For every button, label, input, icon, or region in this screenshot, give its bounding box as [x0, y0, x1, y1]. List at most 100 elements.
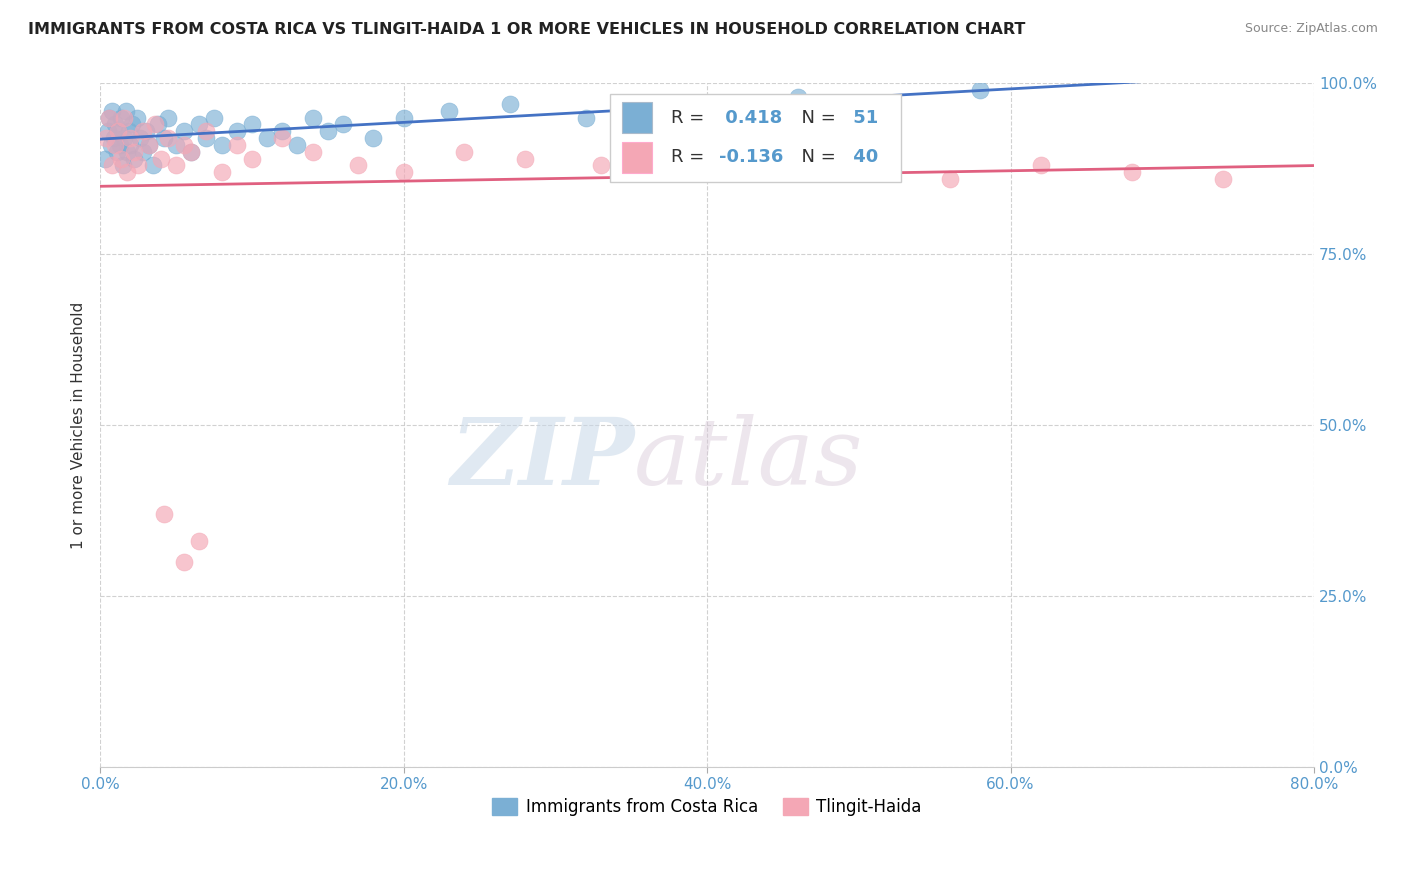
Text: 40: 40 — [846, 148, 877, 166]
Point — [347, 158, 370, 172]
Text: R =: R = — [671, 148, 710, 166]
FancyBboxPatch shape — [621, 142, 652, 172]
Point — [665, 103, 688, 118]
Point — [225, 137, 247, 152]
Point — [98, 111, 121, 125]
Point — [589, 158, 612, 172]
Point — [287, 137, 309, 152]
Point — [256, 131, 278, 145]
Point — [195, 131, 218, 145]
Point — [575, 111, 598, 125]
Point — [138, 137, 160, 152]
Y-axis label: 1 or more Vehicles in Household: 1 or more Vehicles in Household — [72, 301, 86, 549]
Point — [513, 152, 536, 166]
Point — [112, 131, 135, 145]
Point — [225, 124, 247, 138]
Point — [142, 158, 165, 172]
Point — [131, 124, 153, 138]
Legend: Immigrants from Costa Rica, Tlingit-Haida: Immigrants from Costa Rica, Tlingit-Haid… — [486, 791, 928, 823]
Point — [332, 117, 354, 131]
Point — [105, 145, 128, 159]
Text: 51: 51 — [846, 109, 877, 127]
Point — [120, 137, 142, 152]
Point — [271, 131, 294, 145]
Point — [111, 158, 134, 172]
Point — [173, 124, 195, 138]
Point — [392, 165, 415, 179]
Point — [110, 111, 132, 125]
Point — [122, 145, 145, 159]
Point — [93, 152, 115, 166]
Point — [101, 103, 124, 118]
Point — [149, 152, 172, 166]
Point — [112, 111, 135, 125]
Point — [121, 117, 143, 131]
FancyBboxPatch shape — [621, 103, 652, 133]
Point — [157, 131, 180, 145]
Point — [127, 158, 149, 172]
Point — [787, 90, 810, 104]
Point — [96, 131, 118, 145]
Point — [211, 165, 233, 179]
Point — [120, 131, 142, 145]
Point — [173, 137, 195, 152]
Point — [97, 124, 120, 138]
Point — [101, 158, 124, 172]
Point — [1121, 165, 1143, 179]
Point — [301, 111, 323, 125]
Point — [157, 111, 180, 125]
Text: atlas: atlas — [634, 414, 863, 504]
Point — [98, 111, 121, 125]
Point — [211, 137, 233, 152]
Point — [118, 124, 141, 138]
Point — [117, 145, 139, 159]
Point — [187, 534, 209, 549]
Point — [122, 152, 145, 166]
Text: N =: N = — [790, 148, 841, 166]
Point — [153, 131, 176, 145]
FancyBboxPatch shape — [610, 94, 901, 183]
Point — [499, 97, 522, 112]
Point — [108, 137, 131, 152]
Point — [107, 124, 129, 138]
Point — [665, 165, 688, 179]
Point — [146, 117, 169, 131]
Text: 0.418: 0.418 — [720, 109, 783, 127]
Point — [969, 83, 991, 97]
Point — [240, 117, 263, 131]
Point — [125, 111, 148, 125]
Point — [107, 124, 129, 138]
Point — [301, 145, 323, 159]
Point — [180, 145, 202, 159]
Point — [110, 152, 132, 166]
Point — [756, 152, 779, 166]
Point — [361, 131, 384, 145]
Point — [187, 117, 209, 131]
Point — [180, 145, 202, 159]
Point — [195, 124, 218, 138]
Point — [453, 145, 475, 159]
Point — [240, 152, 263, 166]
Text: ZIP: ZIP — [450, 414, 634, 504]
Point — [165, 137, 187, 152]
Point — [143, 117, 166, 131]
Point — [117, 165, 139, 179]
Point — [173, 555, 195, 569]
Point — [392, 111, 415, 125]
Point — [1029, 158, 1052, 172]
Point — [104, 117, 127, 131]
Text: R =: R = — [671, 109, 710, 127]
Point — [165, 158, 187, 172]
Point — [100, 137, 122, 152]
Point — [939, 172, 962, 186]
Point — [131, 145, 153, 159]
Point — [316, 124, 339, 138]
Text: -0.136: -0.136 — [720, 148, 783, 166]
Point — [135, 124, 157, 138]
Point — [104, 137, 127, 152]
Text: Source: ZipAtlas.com: Source: ZipAtlas.com — [1244, 22, 1378, 36]
Point — [437, 103, 460, 118]
Point — [271, 124, 294, 138]
Text: IMMIGRANTS FROM COSTA RICA VS TLINGIT-HAIDA 1 OR MORE VEHICLES IN HOUSEHOLD CORR: IMMIGRANTS FROM COSTA RICA VS TLINGIT-HA… — [28, 22, 1025, 37]
Point — [202, 111, 225, 125]
